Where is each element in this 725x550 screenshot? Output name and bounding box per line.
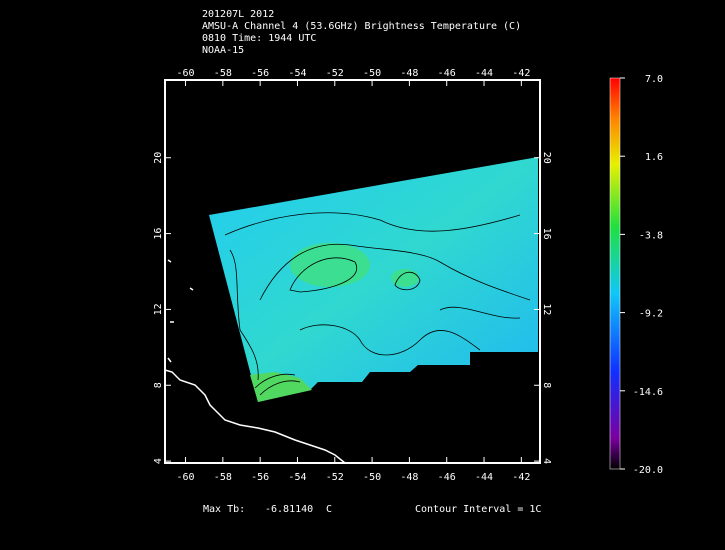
footer-contour: Contour Interval = 1C	[415, 504, 541, 515]
y-tick-label: 4	[541, 458, 552, 464]
x-tick-label: -48	[400, 68, 418, 79]
x-tick-label: -46	[438, 472, 456, 483]
x-tick-label: -58	[214, 68, 232, 79]
x-tick-label: -58	[214, 472, 232, 483]
footer-unit: C	[326, 504, 332, 515]
x-tick-label: -52	[326, 68, 344, 79]
colorbar-tick-label: -14.6	[633, 387, 663, 398]
contours	[224, 212, 531, 396]
x-tick-label: -60	[176, 68, 194, 79]
footer-label: Max Tb:	[203, 504, 245, 515]
y-tick-label: 4	[153, 458, 164, 464]
x-tick-label: -44	[475, 68, 493, 79]
colorbar-tick-label: -20.0	[633, 465, 663, 476]
header-line: 0810 Time: 1944 UTC	[202, 33, 316, 44]
coastline	[164, 369, 346, 464]
x-tick-label: -50	[363, 68, 381, 79]
colorbar-tick-label: -9.2	[639, 309, 663, 320]
y-tick-label: 8	[153, 382, 164, 388]
warm-region	[250, 372, 312, 402]
x-tick-label: -50	[363, 472, 381, 483]
warm-region	[290, 243, 370, 287]
colorbar	[609, 77, 621, 470]
footer-value: -6.81140	[265, 504, 313, 515]
x-tick-label: -56	[251, 472, 269, 483]
x-tick-label: -52	[326, 472, 344, 483]
y-tick-label: 16	[153, 228, 164, 240]
islands	[167, 259, 194, 363]
swath-area	[209, 157, 538, 402]
x-tick-label: -54	[288, 472, 306, 483]
colorbar-tick-label: -3.8	[639, 230, 663, 241]
x-tick-label: -42	[512, 472, 530, 483]
x-tick-label: -48	[400, 472, 418, 483]
x-tick-label: -60	[176, 472, 194, 483]
colorbar-tick-label: 1.6	[645, 152, 663, 163]
x-tick-label: -46	[438, 68, 456, 79]
header-line: AMSU-A Channel 4 (53.6GHz) Brightness Te…	[202, 21, 521, 32]
y-tick-label: 12	[541, 303, 552, 315]
warm-region	[391, 269, 419, 287]
y-tick-label: 8	[541, 382, 552, 388]
header-line: 201207L 2012	[202, 9, 274, 20]
map-frame	[164, 79, 541, 464]
y-tick-label: 20	[153, 152, 164, 164]
header-line: NOAA-15	[202, 45, 244, 56]
swath	[209, 157, 538, 402]
x-tick-label: -54	[288, 68, 306, 79]
y-tick-label: 16	[541, 228, 552, 240]
x-tick-label: -56	[251, 68, 269, 79]
y-tick-label: 20	[541, 152, 552, 164]
x-tick-label: -44	[475, 472, 493, 483]
x-tick-label: -42	[512, 68, 530, 79]
colorbar-tick-label: 7.0	[645, 74, 663, 85]
y-tick-label: 12	[153, 303, 164, 315]
